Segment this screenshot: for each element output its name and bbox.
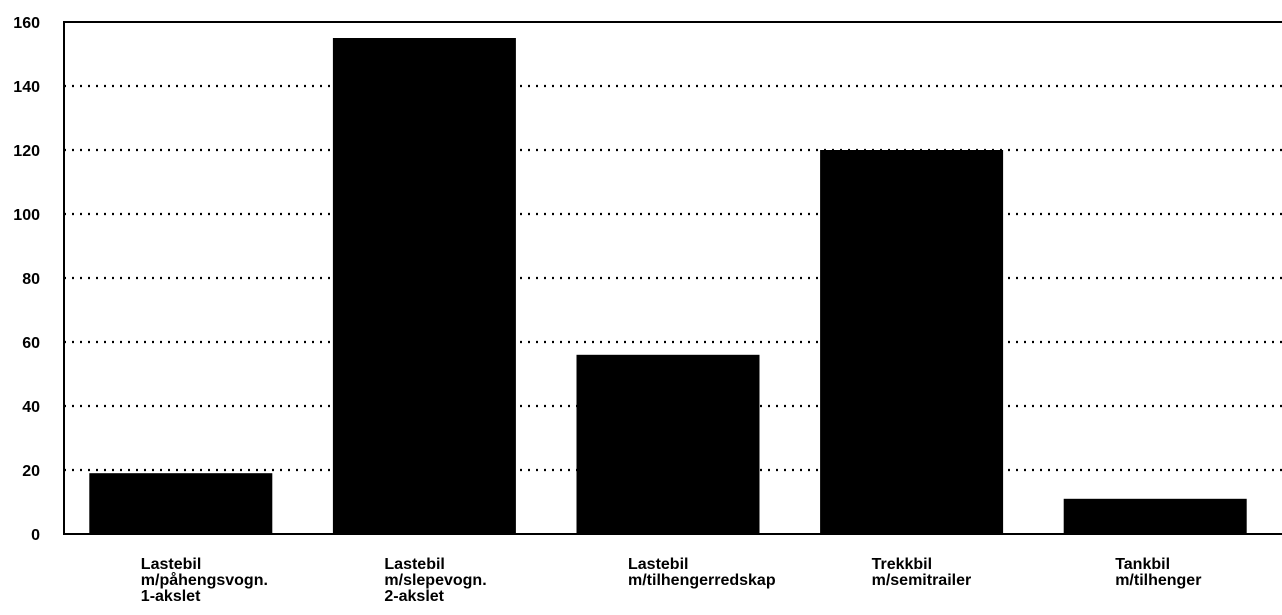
x-category-label-line: m/påhengsvogn. (141, 571, 268, 589)
y-tick-label: 80 (22, 271, 40, 288)
y-tick-label: 20 (22, 463, 40, 480)
y-tick-label: 140 (13, 79, 40, 96)
x-category-label-line: Tankbil (1115, 556, 1170, 573)
y-tick-label: 40 (22, 399, 40, 416)
y-axis-tick-labels: 0 20 40 60 80 100 120 140 160 (13, 15, 40, 544)
x-category-label-line: Lastebil (628, 556, 688, 573)
x-category-label-line: m/tilhenger (1115, 572, 1201, 589)
x-category-label-line: Lastebil (141, 556, 201, 573)
y-tick-label: 120 (13, 143, 40, 160)
x-category-label-line: 1-akslet (141, 588, 201, 605)
x-category-label-line: 2-akslet (384, 588, 444, 605)
x-category-label-line: m/slepevogn. (384, 572, 486, 589)
bar (332, 38, 516, 534)
y-tick-label: 160 (13, 15, 40, 32)
bars (89, 38, 1247, 534)
x-category-label-line: m/tilhengerredskap (628, 572, 776, 589)
x-category-label-line: Trekkbil (872, 556, 932, 573)
y-tick-label: 100 (13, 207, 40, 224)
plot-frame (63, 21, 1282, 535)
bar (89, 473, 273, 534)
bar (1063, 498, 1247, 534)
bar (576, 354, 760, 534)
y-tick-label: 60 (22, 335, 40, 352)
bar (820, 150, 1004, 534)
x-axis-category-labels: Lastebilm/påhengsvogn.1-aksletLastebilm/… (141, 556, 1202, 605)
x-category-label-line: m/semitrailer (872, 572, 972, 589)
x-category-label-line: Lastebil (384, 556, 444, 573)
y-tick-label: 0 (31, 527, 40, 544)
